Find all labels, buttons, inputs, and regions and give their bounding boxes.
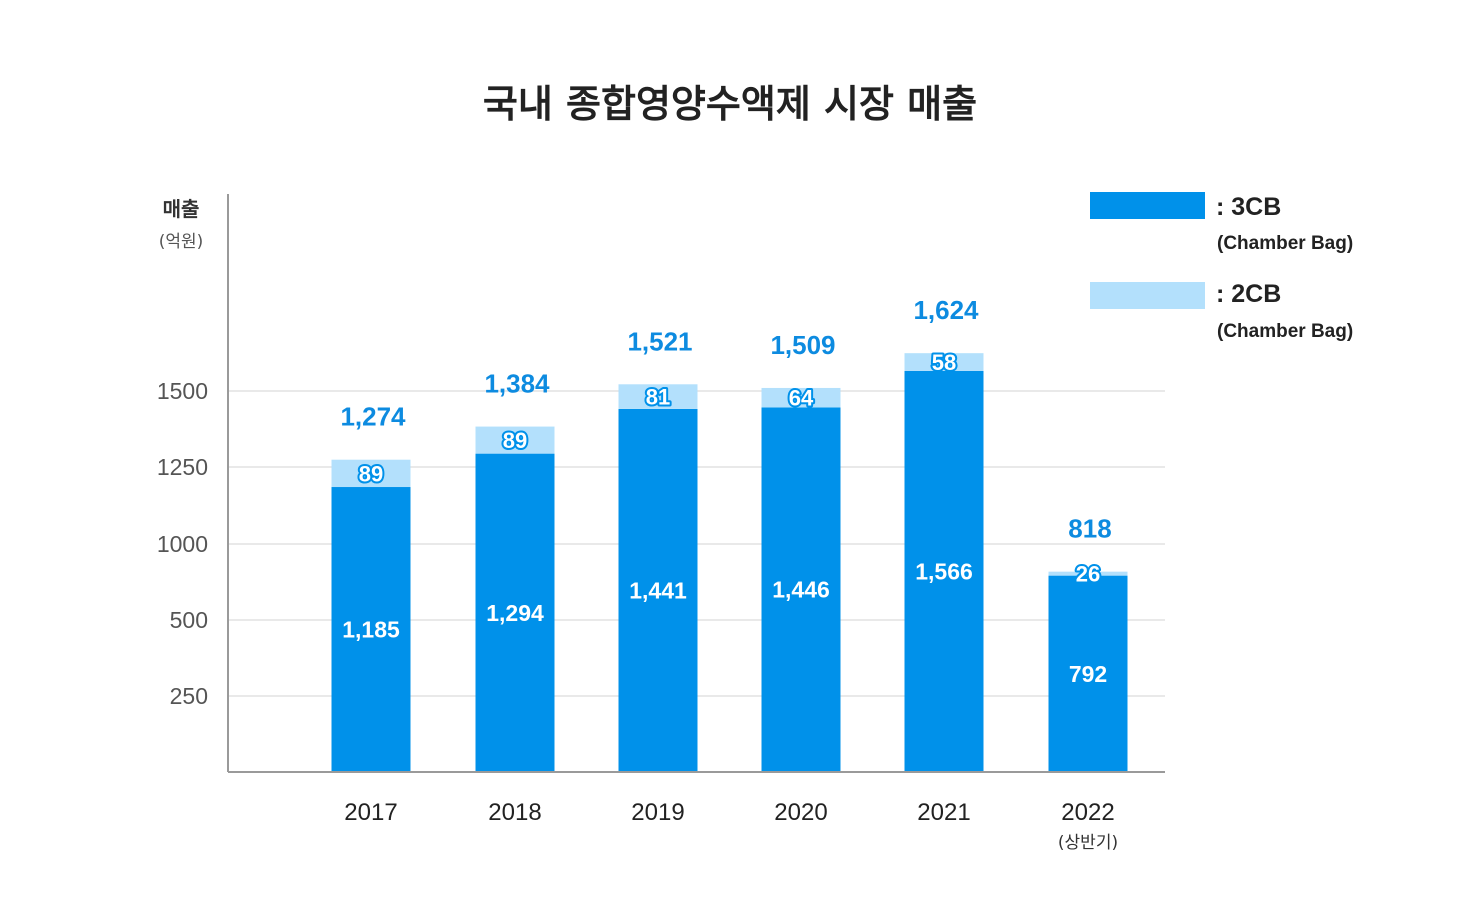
legend-sublabel-2cb: (Chamber Bag) [1217, 321, 1353, 342]
total-label: 1,521 [627, 326, 692, 356]
y-axis-unit: (억원) [159, 232, 204, 252]
x-tick-label: 2021 [917, 799, 970, 826]
value-label-3cb: 1,446 [772, 577, 830, 603]
legend-label-2cb: : 2CB [1216, 280, 1281, 308]
value-label-2cb: 26 [1076, 562, 1100, 587]
y-tick-label: 1250 [157, 454, 208, 480]
x-tick-label: 2019 [631, 799, 684, 826]
legend-label-3cb: : 3CB [1216, 193, 1281, 221]
total-label: 1,384 [484, 369, 550, 399]
bar-3cb [618, 408, 698, 772]
y-tick-label: 1500 [157, 378, 208, 404]
legend-sublabel-3cb: (Chamber Bag) [1217, 233, 1353, 254]
value-label-2cb: 64 [789, 386, 814, 411]
x-tick-label: 2018 [488, 799, 541, 826]
value-label-3cb: 1,566 [915, 558, 973, 584]
value-label-2cb: 89 [359, 461, 383, 486]
chart-title: 국내 종합영양수액제 시장 매출 [483, 82, 977, 126]
value-label-2cb: 81 [646, 385, 670, 410]
y-tick-label: 250 [170, 683, 208, 709]
bar-3cb [475, 453, 555, 772]
value-label-3cb: 1,185 [342, 617, 400, 643]
value-label-3cb: 792 [1069, 661, 1107, 687]
bar-2cb [331, 459, 411, 488]
value-label-2cb: 58 [932, 350, 956, 375]
x-tick-label: 2017 [344, 799, 397, 826]
labels: 250 500 1000 1250 1500 1,185 89 1,274 2017 1,294 8… [157, 295, 1118, 853]
x-tick-label: 2020 [774, 799, 827, 826]
legend-swatch-2cb [1090, 282, 1205, 309]
bars [331, 353, 1128, 772]
bar-3cb [1048, 575, 1128, 772]
legend: : 3CB (Chamber Bag) : 2CB (Chamber Bag) [1090, 192, 1353, 342]
total-label: 1,509 [770, 330, 835, 360]
y-tick-label: 500 [170, 607, 208, 633]
bar-2cb [475, 426, 555, 454]
bar-3cb [904, 370, 984, 772]
bar-3cb [761, 407, 841, 772]
x-tick-sublabel: (상반기) [1058, 833, 1118, 853]
x-tick-label: 2022 [1061, 799, 1114, 826]
total-label: 1,274 [340, 402, 406, 432]
value-label-3cb: 1,441 [629, 577, 687, 603]
y-tick-label: 1000 [157, 531, 208, 557]
value-label-3cb: 1,294 [486, 600, 544, 626]
total-label: 1,624 [913, 295, 979, 325]
total-label: 818 [1068, 514, 1111, 544]
legend-swatch-3cb [1090, 192, 1205, 219]
bar-3cb [331, 487, 411, 772]
bar-2cb [1048, 571, 1128, 576]
y-axis-label: 매출 [163, 197, 200, 221]
bar-2cb [904, 353, 984, 371]
bar-2cb [761, 387, 841, 408]
value-label-2cb: 89 [503, 428, 527, 453]
bar-2cb [618, 384, 698, 409]
